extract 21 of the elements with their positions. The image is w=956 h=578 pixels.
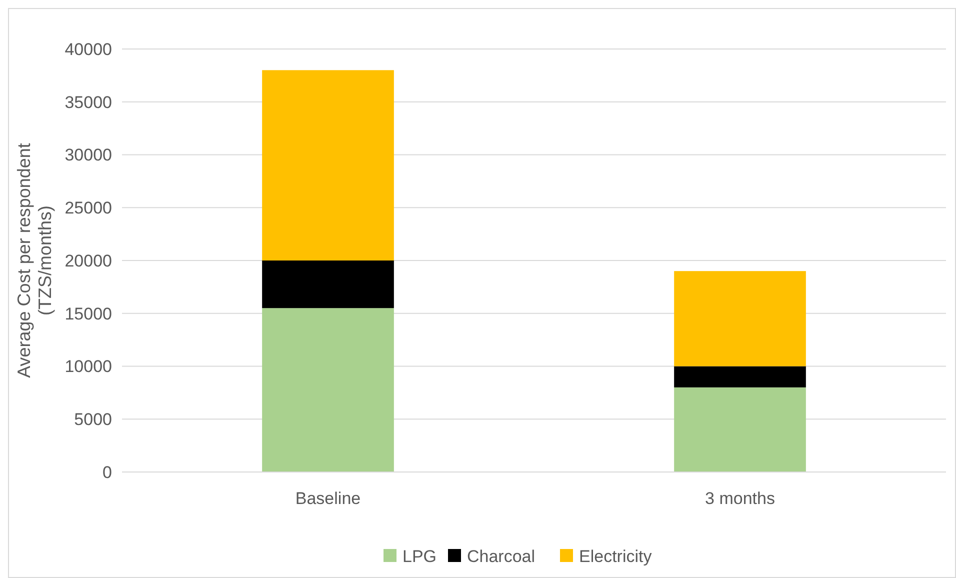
y-tick-label: 30000: [64, 146, 112, 165]
y-tick-label: 35000: [64, 92, 112, 112]
y-tick-label: 0: [102, 462, 112, 482]
y-tick-label: 20000: [64, 251, 112, 270]
bar: [262, 308, 394, 472]
y-tick-label: 10000: [64, 357, 112, 376]
bar: [262, 260, 394, 308]
bar: [674, 271, 806, 366]
y-tick-label: 5000: [74, 410, 112, 430]
legend-label: Electricity: [579, 546, 652, 566]
x-tick-label: 3 months: [705, 489, 775, 508]
y-tick-label: 25000: [64, 198, 112, 218]
bar: [674, 366, 806, 388]
x-tick-label: Baseline: [295, 489, 361, 508]
legend-label: Charcoal: [467, 546, 536, 566]
y-tick-label: 15000: [64, 304, 112, 324]
bar: [674, 387, 806, 472]
bar: [262, 70, 394, 260]
y-tick-label: 40000: [64, 40, 112, 59]
y-axis-title: Average Cost per respondent (TZS/months): [14, 143, 55, 378]
legend-label: LPG: [402, 546, 437, 566]
